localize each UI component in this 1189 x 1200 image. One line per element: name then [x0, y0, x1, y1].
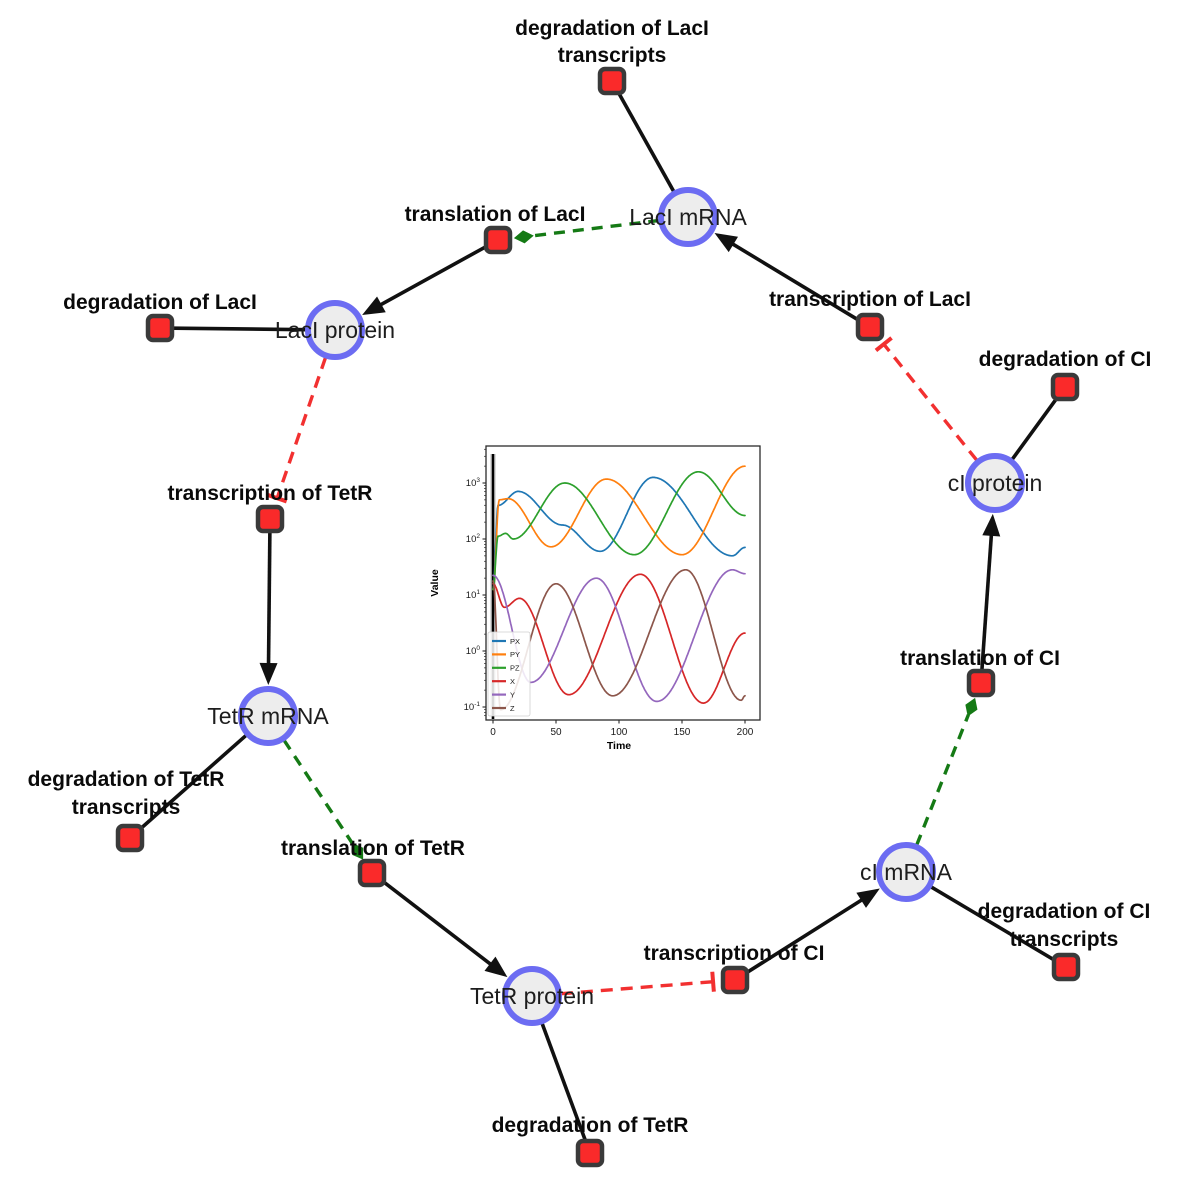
reaction-label-translation-ci-line1: translation of CI [900, 647, 1060, 670]
reaction-node-translation-ci[interactable] [966, 668, 996, 698]
edge-activation-laci-mrna-translation-laci [513, 218, 660, 244]
y-tick-label-1e0: 100 [466, 645, 481, 657]
species-node-tetr-mrna[interactable] [238, 686, 298, 746]
species-label-ci-mrna: cI mRNA [860, 859, 953, 885]
y-tick-label-1e1: 101 [466, 589, 481, 601]
legend-label-x: X [510, 677, 515, 686]
reaction-label-deg-ci-transcripts-line1: degradation of CI [978, 900, 1151, 923]
edge-arrow-translation-tetr-tetr-protein [381, 879, 508, 978]
species-label-laci-protein: LacI protein [275, 317, 395, 343]
x-tick-label-0: 0 [490, 727, 496, 738]
species-label-laci-mrna: LacI mRNA [629, 204, 747, 230]
reaction-label-deg-laci-transcripts-line2: transcripts [558, 44, 667, 67]
plot-box [485, 445, 761, 721]
series-x [492, 573, 746, 704]
y-tick-label-1e-1: 10-1 [464, 701, 481, 713]
x-tick-label-100: 100 [611, 727, 628, 738]
edge-line-ci-mrna-deg-ci-transcripts [930, 885, 1055, 962]
reaction-node-transcription-laci[interactable] [855, 312, 885, 342]
legend-label-pz: PZ [510, 664, 520, 673]
reaction-label-transcription-laci-line1: transcription of LacI [769, 288, 971, 311]
x-tick-label-150: 150 [674, 727, 691, 738]
plot-background [486, 446, 760, 720]
y-axis-title: Value [429, 569, 441, 597]
species-node-ci-mrna[interactable] [876, 842, 936, 902]
edge-inhibition-tetr-protein-transcription-ci [560, 971, 716, 996]
y-tick-label-1e3: 103 [466, 477, 481, 489]
x-tick-label-200: 200 [737, 727, 754, 738]
species-label-ci-protein: cI protein [948, 470, 1043, 496]
series-py [492, 465, 746, 591]
y-tick-label-1e2: 102 [466, 533, 481, 545]
legend-label-py: PY [510, 650, 520, 659]
reaction-label-deg-tetr-transcripts-line2: transcripts [72, 796, 181, 819]
reaction-node-transcription-tetr[interactable] [255, 504, 285, 534]
edge-arrow-translation-laci-laci-protein [362, 244, 488, 316]
legend-label-px: PX [510, 637, 520, 646]
edge-arrow-translation-ci-ci-protein [980, 513, 1001, 671]
reaction-label-translation-tetr-line1: translation of TetR [281, 837, 465, 860]
edge-inhibition-ci-protein-transcription-laci [874, 336, 979, 462]
reaction-label-deg-ci-transcripts-line2: transcripts [1010, 928, 1119, 951]
edge-activation-ci-mrna-translation-ci [915, 697, 978, 846]
edge-line-laci-protein-deg-laci [173, 326, 307, 332]
species-node-laci-protein[interactable] [305, 300, 365, 360]
reaction-label-deg-laci-line1: degradation of LacI [63, 291, 257, 314]
reaction-label-translation-laci-line1: translation of LacI [405, 203, 586, 226]
legend-label-y: Y [510, 690, 515, 699]
edges-layer [139, 92, 1059, 1141]
reaction-node-deg-tetr-transcripts[interactable] [115, 823, 145, 853]
edge-arrow-transcription-laci-laci-mrna [714, 233, 860, 322]
labels-layer: LacI mRNA LacI protein TetR mRNA TetR prote… [28, 17, 1152, 1137]
reaction-node-deg-ci-transcripts[interactable] [1051, 952, 1081, 982]
reaction-node-deg-ci[interactable] [1050, 372, 1080, 402]
edge-line-tetr-mrna-deg-tetr-transcripts [139, 733, 248, 831]
edge-arrow-transcription-tetr-tetr-mrna [259, 531, 278, 686]
species-node-ci-protein[interactable] [965, 453, 1025, 513]
edge-line-tetr-protein-deg-tetr [540, 1022, 587, 1141]
species-node-laci-mrna[interactable] [658, 187, 718, 247]
x-axis-title: Time [607, 740, 631, 752]
reaction-label-deg-ci-line1: degradation of CI [979, 348, 1152, 371]
reaction-label-transcription-ci-line1: transcription of CI [644, 942, 825, 965]
edge-arrow-transcription-ci-ci-mrna [745, 888, 880, 975]
reaction-node-translation-tetr[interactable] [357, 858, 387, 888]
x-tick-label-50: 50 [550, 727, 562, 738]
species-node-tetr-protein[interactable] [502, 966, 562, 1026]
species-label-tetr-mrna: TetR mRNA [207, 703, 329, 729]
edge-line-ci-protein-deg-ci [1010, 397, 1059, 461]
series-z [492, 568, 746, 711]
edge-line-laci-mrna-deg-laci-transcripts [617, 92, 676, 193]
edge-activation-tetr-mrna-translation-tetr [282, 739, 364, 860]
plot-curves [492, 465, 746, 711]
series-pz [492, 470, 746, 591]
reaction-label-transcription-tetr-line1: transcription of TetR [168, 482, 373, 505]
reaction-label-deg-tetr-line1: degradation of TetR [492, 1114, 689, 1137]
reaction-node-transcription-ci[interactable] [720, 965, 750, 995]
species-label-tetr-protein: TetR protein [470, 983, 594, 1009]
reaction-label-deg-laci-transcripts-line1: degradation of LacI [515, 17, 709, 40]
nodes-layer [115, 66, 1081, 1168]
reaction-node-deg-laci[interactable] [145, 313, 175, 343]
reaction-node-deg-laci-transcripts[interactable] [597, 66, 627, 96]
series-y [492, 568, 746, 703]
reaction-node-translation-laci[interactable] [483, 225, 513, 255]
edge-inhibition-laci-protein-transcription-tetr [267, 356, 328, 504]
reaction-label-deg-tetr-transcripts-line1: degradation of TetR [28, 768, 225, 791]
reaction-node-deg-tetr[interactable] [575, 1138, 605, 1168]
legend-label-z: Z [510, 704, 515, 713]
plot-legend: PX PY PZ XYZ [487, 631, 531, 717]
